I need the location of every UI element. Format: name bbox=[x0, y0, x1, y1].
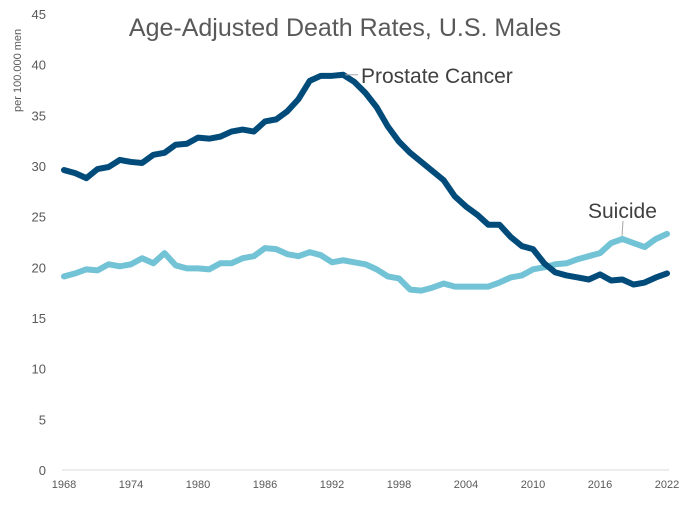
y-tick-label: 45 bbox=[32, 7, 46, 22]
y-tick-label: 25 bbox=[32, 210, 46, 225]
series-label-prostate-cancer: Prostate Cancer bbox=[361, 65, 513, 88]
series-line-prostate-cancer bbox=[64, 75, 667, 285]
x-tick-label: 2016 bbox=[588, 479, 612, 491]
x-tick-label: 2010 bbox=[521, 479, 545, 491]
y-tick-label: 20 bbox=[32, 260, 46, 275]
suicide-leader-line bbox=[622, 221, 623, 236]
y-tick-label: 10 bbox=[32, 362, 46, 377]
series-line-suicide bbox=[64, 234, 667, 291]
y-axis-label: per 100.000 men bbox=[12, 29, 24, 112]
y-tick-label: 30 bbox=[32, 159, 46, 174]
y-tick-label: 40 bbox=[32, 58, 46, 73]
x-tick-label: 1998 bbox=[387, 479, 411, 491]
x-tick-label: 1974 bbox=[119, 479, 143, 491]
series-label-suicide: Suicide bbox=[588, 200, 657, 223]
y-tick-label: 0 bbox=[39, 463, 46, 478]
x-tick-label: 1992 bbox=[320, 479, 344, 491]
y-tick-label: 35 bbox=[32, 108, 46, 123]
x-tick-label: 1986 bbox=[253, 479, 277, 491]
y-tick-label: 15 bbox=[32, 311, 46, 326]
chart-title: Age-Adjusted Death Rates, U.S. Males bbox=[129, 14, 561, 42]
x-tick-label: 1968 bbox=[52, 479, 76, 491]
x-tick-label: 1980 bbox=[186, 479, 210, 491]
y-tick-label: 5 bbox=[39, 412, 46, 427]
x-tick-label: 2022 bbox=[655, 479, 679, 491]
x-tick-label: 2004 bbox=[454, 479, 478, 491]
